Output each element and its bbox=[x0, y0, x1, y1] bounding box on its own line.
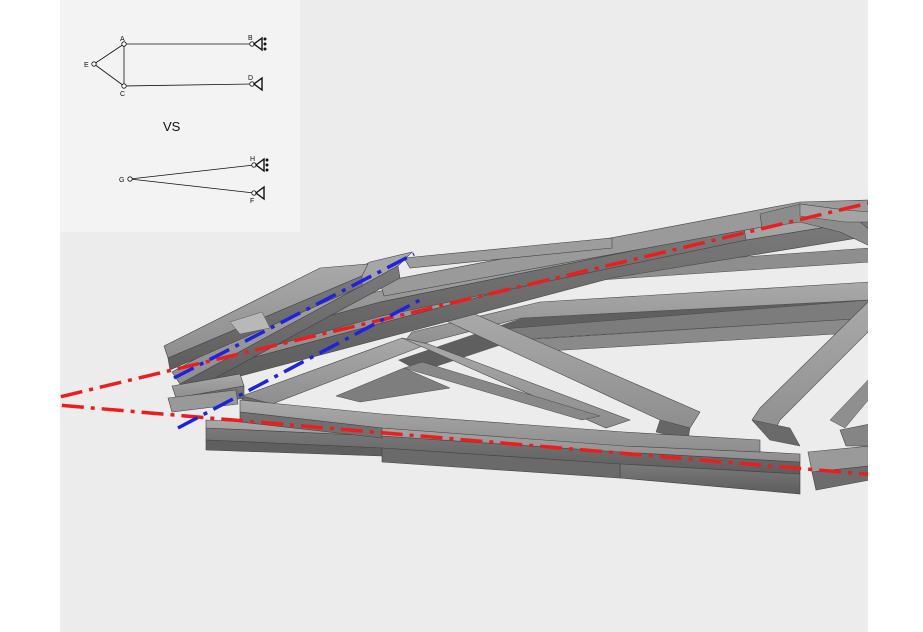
axis-lines bbox=[60, 201, 868, 476]
red-axis-bottom bbox=[60, 403, 868, 476]
blue-axis-upper bbox=[173, 252, 415, 380]
vs-label: VS bbox=[163, 119, 181, 134]
node-label-c: C bbox=[120, 91, 125, 98]
bottom-truss-diagram bbox=[127, 162, 257, 196]
node-label-b: B bbox=[248, 35, 253, 42]
top-truss-diagram bbox=[91, 41, 255, 89]
node-label-h: H bbox=[250, 156, 255, 163]
node-label-a: A bbox=[120, 36, 125, 43]
node-label-g: G bbox=[119, 177, 124, 184]
interior-frame bbox=[240, 247, 868, 447]
blue-axis-lower bbox=[177, 298, 421, 430]
node-label-d: D bbox=[248, 75, 253, 82]
pinned-support-icon bbox=[254, 157, 269, 173]
roller-support-icon bbox=[252, 76, 263, 92]
top-chord bbox=[163, 199, 868, 397]
truss-model bbox=[60, 199, 868, 495]
node-label-e: E bbox=[84, 62, 89, 69]
pinned-support-icon bbox=[252, 36, 267, 52]
node-label-f: F bbox=[250, 198, 254, 205]
red-axis-top bbox=[60, 201, 868, 399]
roller-support-icon bbox=[254, 185, 265, 201]
